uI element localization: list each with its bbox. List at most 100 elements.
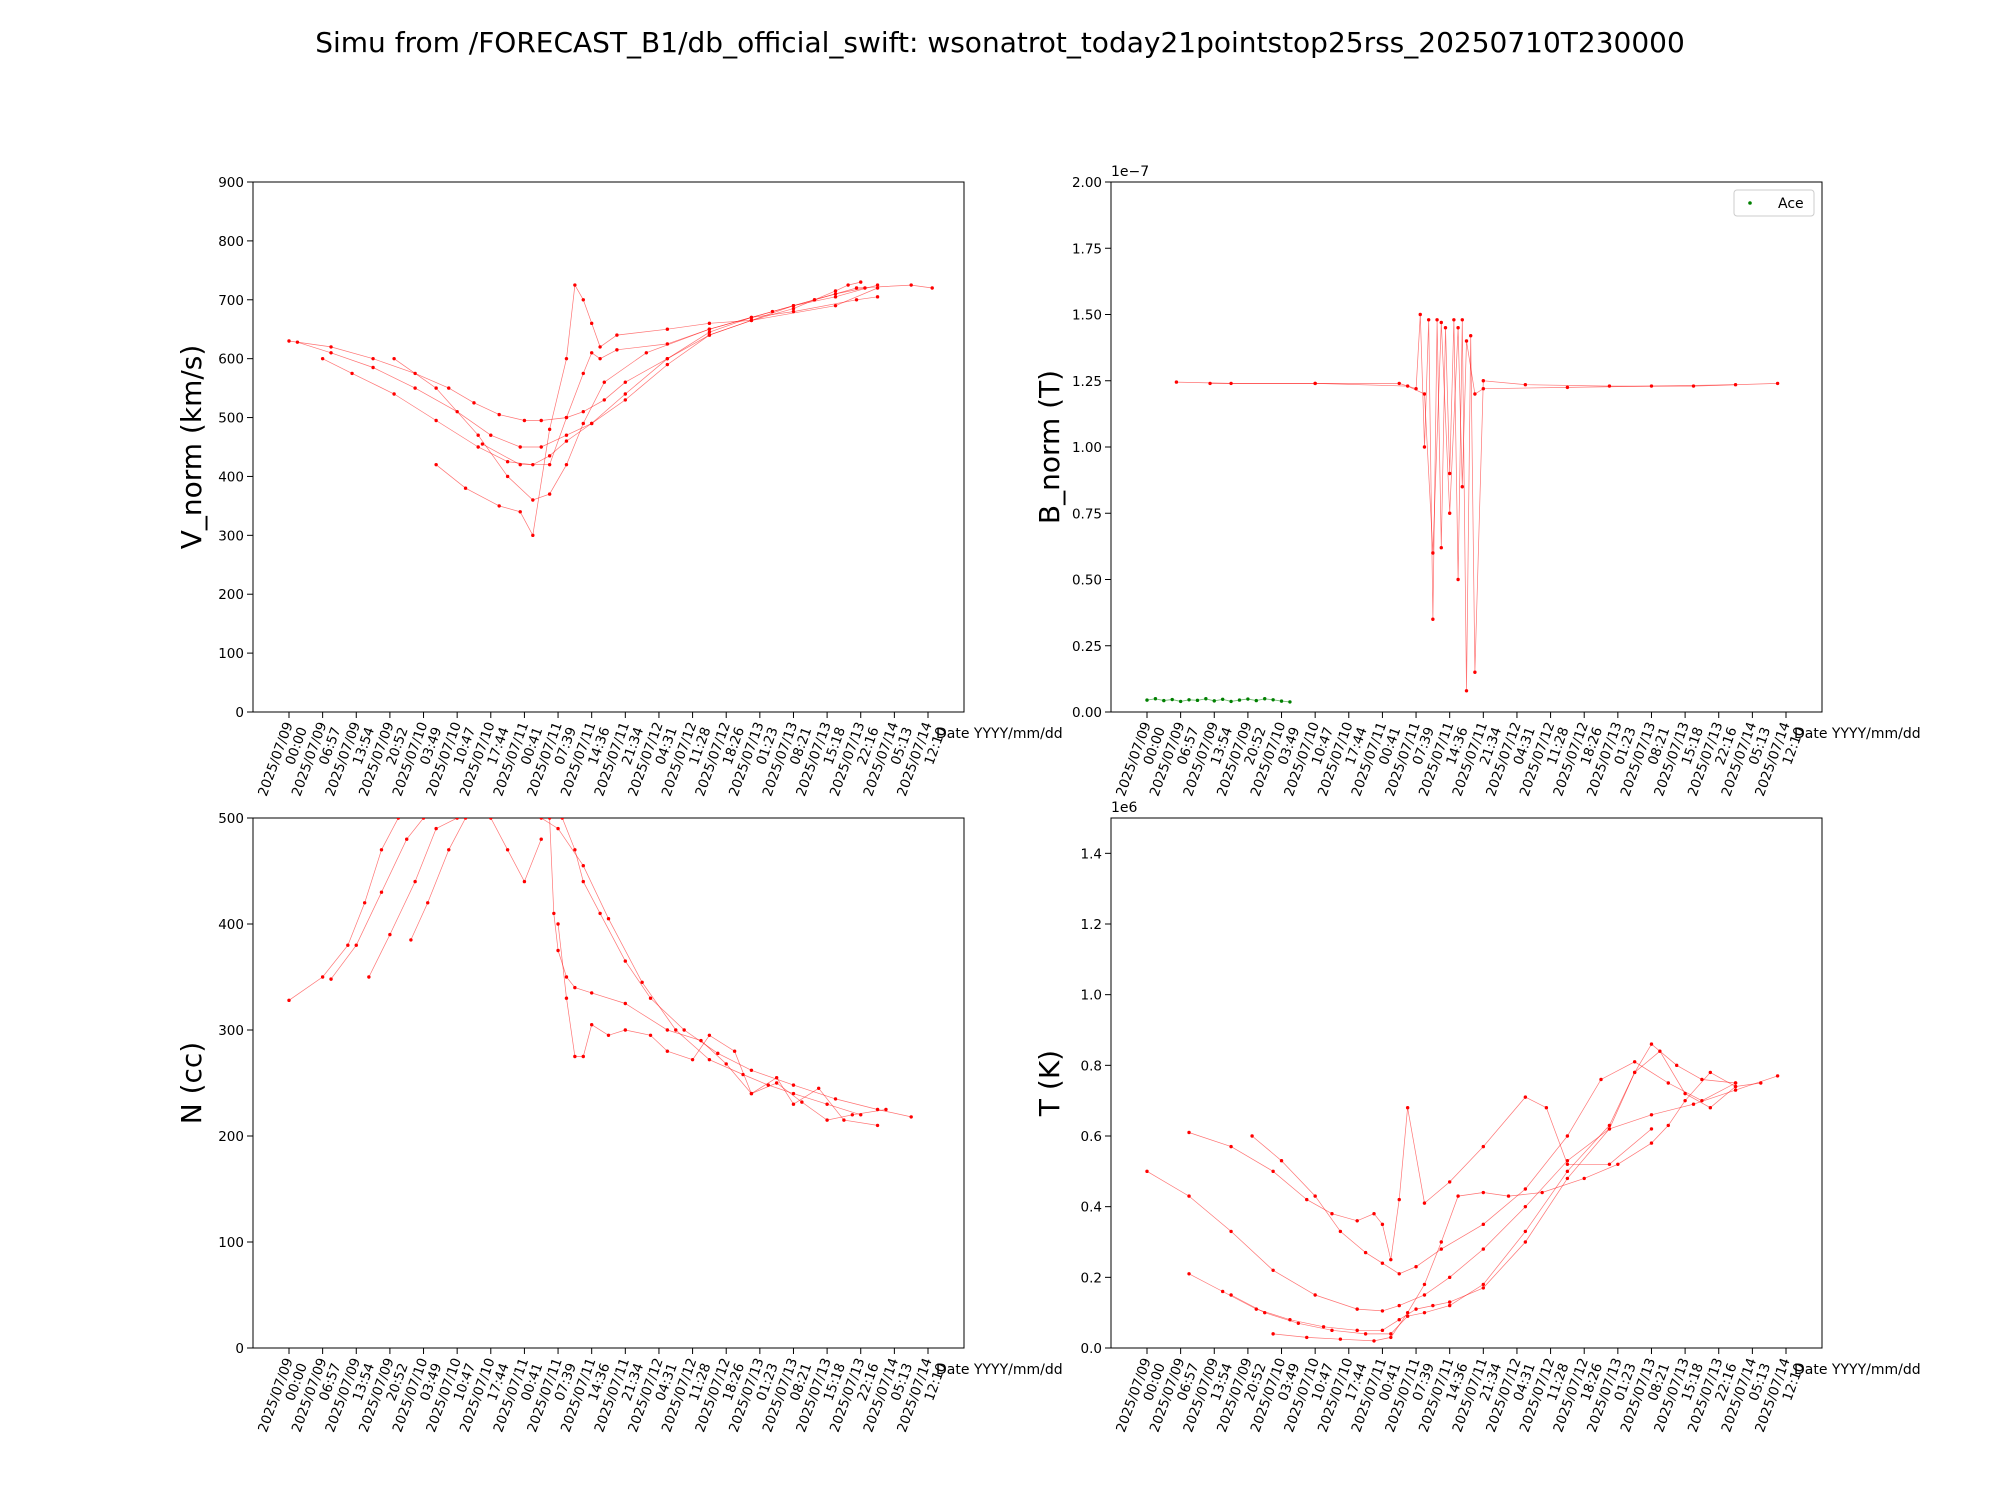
y-tick-label: 200 — [218, 1129, 244, 1145]
series-5-point — [1422, 1310, 1427, 1315]
series-3-point — [1330, 1212, 1334, 1216]
series-3-point — [665, 356, 670, 361]
series-7-point — [560, 818, 564, 820]
series-5-point — [547, 427, 552, 432]
ace-series-point — [1178, 699, 1183, 704]
series-5-point — [1447, 1303, 1452, 1308]
y-tick-label: 1.4 — [1081, 846, 1102, 862]
series-5-point — [615, 333, 619, 337]
series-1-point — [329, 345, 333, 349]
series-8-point — [589, 991, 594, 995]
series-6-point — [547, 462, 552, 467]
series-1-point — [859, 280, 863, 284]
legend-marker-ace — [1748, 201, 1752, 205]
series-1-point — [1355, 1307, 1359, 1311]
series-1-point — [1439, 546, 1443, 550]
ace-series-point — [1204, 697, 1208, 701]
series-9-point — [623, 1028, 628, 1032]
series-2-point — [1607, 1127, 1612, 1131]
series-1-point — [1733, 1088, 1738, 1092]
series-6-point — [674, 1028, 678, 1032]
series-3-point — [413, 879, 417, 884]
x-axis-label: Date YYYY/mm/dd — [936, 726, 1063, 742]
series-3-point — [589, 421, 594, 426]
series-1-point — [1422, 445, 1427, 449]
series-6-point — [1338, 1337, 1343, 1341]
series-6-point — [854, 298, 859, 302]
series-5-point — [531, 533, 535, 538]
y-tick-label: 0.00 — [1072, 705, 1102, 721]
series-5-point — [497, 504, 501, 508]
series-5-point — [539, 837, 543, 841]
series-8-point — [665, 1028, 670, 1032]
series-5-point — [1405, 1314, 1410, 1318]
series-5-point — [875, 286, 880, 290]
y-tick-label: 0 — [235, 1341, 244, 1357]
series-4-point — [909, 283, 913, 287]
series-4-point — [505, 474, 510, 479]
series-8-point — [724, 1062, 728, 1066]
series-6-point — [480, 442, 485, 446]
series-6-point — [581, 371, 585, 376]
series-3-point — [623, 392, 628, 396]
series-5-point — [522, 879, 527, 884]
series-2-point — [1460, 485, 1464, 489]
plot-area — [287, 280, 934, 538]
y-tick-label: 1.25 — [1072, 374, 1102, 390]
series-2-point — [413, 386, 417, 390]
series-6-point — [665, 342, 670, 346]
series-4-point — [930, 286, 934, 290]
series-4-point — [531, 498, 535, 502]
series-2-point — [371, 365, 375, 370]
series-4-point — [1632, 1060, 1637, 1064]
series-3-point — [1389, 1257, 1393, 1262]
series-8-point — [800, 1100, 804, 1104]
axes-frame — [252, 817, 965, 1349]
ace-series-point — [1162, 698, 1166, 703]
legend-label-ace: Ace — [1778, 196, 1804, 212]
y-tick-label: 0.4 — [1081, 1200, 1102, 1216]
series-1-point — [1174, 380, 1179, 384]
series-1-point — [623, 380, 628, 384]
ace-series-point — [1187, 698, 1191, 702]
series-6-point — [1683, 1098, 1687, 1103]
series-3-point — [1422, 1201, 1427, 1205]
series-2-line — [1188, 1050, 1736, 1331]
y-tick-label: 900 — [218, 175, 244, 191]
series-1-point — [1775, 1074, 1780, 1078]
y-tick-label: 0.25 — [1072, 639, 1102, 655]
series-2-point — [1187, 1272, 1191, 1276]
ace-series-point — [1212, 699, 1216, 703]
y-tick-label: 400 — [218, 917, 244, 933]
series-2-point — [1397, 1318, 1401, 1322]
series-2-point — [1439, 320, 1443, 325]
series-5-line — [435, 283, 878, 537]
series-9-point — [842, 1118, 846, 1122]
series-5-point — [573, 283, 577, 287]
y-axis-label: V_norm (km/s) — [175, 345, 208, 550]
ace-series-point — [1271, 698, 1275, 702]
series-5-point — [833, 303, 838, 308]
series-1-point — [1456, 577, 1460, 582]
plot-area — [287, 818, 913, 1128]
y-tick-label: 1.50 — [1072, 308, 1102, 324]
series-4-point — [1250, 1134, 1254, 1138]
series-4-point — [1565, 1134, 1570, 1138]
series-9-point — [816, 1086, 821, 1091]
series-3-line — [1188, 1096, 1652, 1260]
series-4-line — [1251, 1061, 1736, 1275]
series-7-point — [791, 1083, 796, 1087]
series-6-point — [1405, 1310, 1410, 1315]
series-8-point — [884, 1107, 888, 1112]
series-4-point — [463, 818, 468, 820]
ace-series-point — [1145, 698, 1149, 702]
series-7-point — [716, 1051, 720, 1056]
series-1-point — [379, 848, 384, 852]
series-2-line — [330, 818, 424, 980]
series-8-point — [850, 1113, 855, 1117]
series-6-point — [1422, 1282, 1427, 1287]
series-1-point — [1473, 670, 1477, 674]
series-6-point — [1759, 1081, 1763, 1085]
series-8-point — [573, 985, 577, 990]
